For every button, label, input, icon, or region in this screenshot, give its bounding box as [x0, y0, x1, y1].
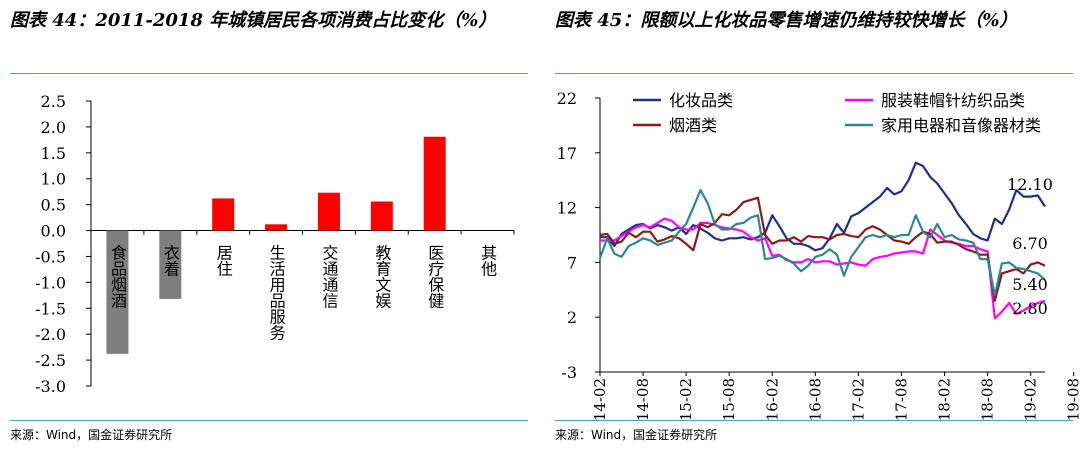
x-category-label: 衣着: [161, 245, 180, 277]
left-chart-panel: 图表 44：2011-2018 年城镇居民各项消费占比变化（%） 2.5 2.0 1…: [10, 10, 528, 442]
legend-label: 服装鞋帽针纺织品类: [881, 91, 1025, 110]
y-tick-label: -2.5: [35, 351, 66, 370]
x-tick-label: 17-02: [849, 378, 867, 421]
legend-label: 家用电器和音像器材类: [881, 116, 1041, 135]
x-tick-label: 17-08: [892, 378, 910, 421]
series-line-服装鞋帽针纺织品类: [600, 217, 1046, 320]
x-category-label: 教育文娱: [372, 245, 391, 309]
x-tick-label: 14-08: [634, 378, 652, 421]
y-tick-label: -1.5: [35, 299, 66, 318]
left-chart-title: 图表 44：2011-2018 年城镇居民各项消费占比变化（%）: [10, 10, 497, 31]
y-tick-label: -3: [561, 363, 577, 382]
x-category-label: 其他: [478, 245, 497, 278]
x-tick-label: 16-08: [806, 378, 824, 421]
y-tick-label: -3.0: [35, 377, 66, 396]
y-tick-label: 12: [557, 199, 577, 218]
y-tick-label: -2.0: [35, 325, 66, 344]
bar-医疗保健: [423, 136, 446, 231]
bar-食品烟酒: [106, 230, 129, 354]
x-category-label: 食品烟酒: [108, 245, 127, 309]
x-category-label: 居住: [214, 245, 233, 277]
left-source-divider: [10, 420, 528, 421]
bar-交通通信: [317, 192, 340, 231]
line-chart: 22 17 12 7 2 -3 14-02 14-08 15-02 15-08 16-02 16-08…: [557, 89, 1080, 421]
series-line-化妆品类: [600, 161, 1046, 252]
y-tick-label: 22: [557, 89, 577, 108]
y-tick-label: 0.5: [41, 196, 66, 215]
y-tick-label: 17: [557, 144, 577, 163]
y-tick-label: -0.5: [35, 247, 66, 266]
left-title-divider: [10, 73, 528, 74]
x-tick-label: 15-08: [720, 378, 738, 421]
y-tick-label: 1.0: [41, 170, 66, 189]
bar-教育文娱: [370, 201, 393, 231]
x-tick-label: 14-02: [591, 378, 609, 421]
right-chart-title: 图表 45：限额以上化妆品零售增速仍维持较快增长（%）: [555, 10, 1018, 31]
left-source-note: 来源：Wind，国金证券研究所: [10, 428, 173, 442]
y-tick-label: 7: [567, 253, 577, 272]
x-tick-label: 19-08: [1065, 378, 1080, 421]
x-tick-label: 18-02: [936, 378, 954, 421]
right-title-divider: [555, 73, 1073, 74]
x-category-label: 生活用品服务: [267, 245, 286, 342]
y-tick-label: 2: [567, 308, 577, 327]
y-tick-label: 1.5: [41, 144, 66, 163]
x-category-label: 医疗保健: [425, 245, 444, 310]
y-tick-label: -1.0: [35, 273, 66, 292]
end-label-家用电器和音像器材类: 5.40: [1012, 275, 1048, 294]
right-source-divider: [555, 420, 1073, 421]
bar-生活用品服务: [265, 224, 288, 231]
end-label-化妆品类: 12.10: [1007, 175, 1053, 194]
y-tick-label: 0.0: [41, 222, 66, 241]
x-tick-label: 15-02: [677, 378, 695, 421]
x-tick-label: 19-02: [1022, 378, 1040, 421]
legend-label: 化妆品类: [669, 91, 733, 110]
x-category-label: 交通通信: [319, 245, 338, 309]
series-line-家用电器和音像器材类: [598, 189, 1046, 297]
right-source-note: 来源：Wind，国金证券研究所: [555, 428, 718, 442]
right-chart-panel: 图表 45：限额以上化妆品零售增速仍维持较快增长（%） 22 17 12 7 2 -3 14…: [545, 0, 1080, 457]
legend-label: 烟酒类: [669, 116, 717, 135]
bar-衣着: [159, 230, 182, 299]
end-label-服装鞋帽针纺织品类: 2.80: [1012, 299, 1048, 318]
bar-居住: [212, 198, 235, 231]
end-label-烟酒类: 6.70: [1012, 234, 1048, 253]
bar-chart: 2.5 2.0 1.5 1.0 0.5 0.0 -0.5 -1.0 -1.5 -2.0 -2.5 -3…: [35, 92, 515, 396]
x-tick-label: 16-02: [763, 378, 781, 421]
y-tick-label: 2.0: [41, 118, 66, 137]
y-tick-label: 2.5: [41, 92, 66, 111]
x-tick-label: 18-08: [979, 378, 997, 421]
